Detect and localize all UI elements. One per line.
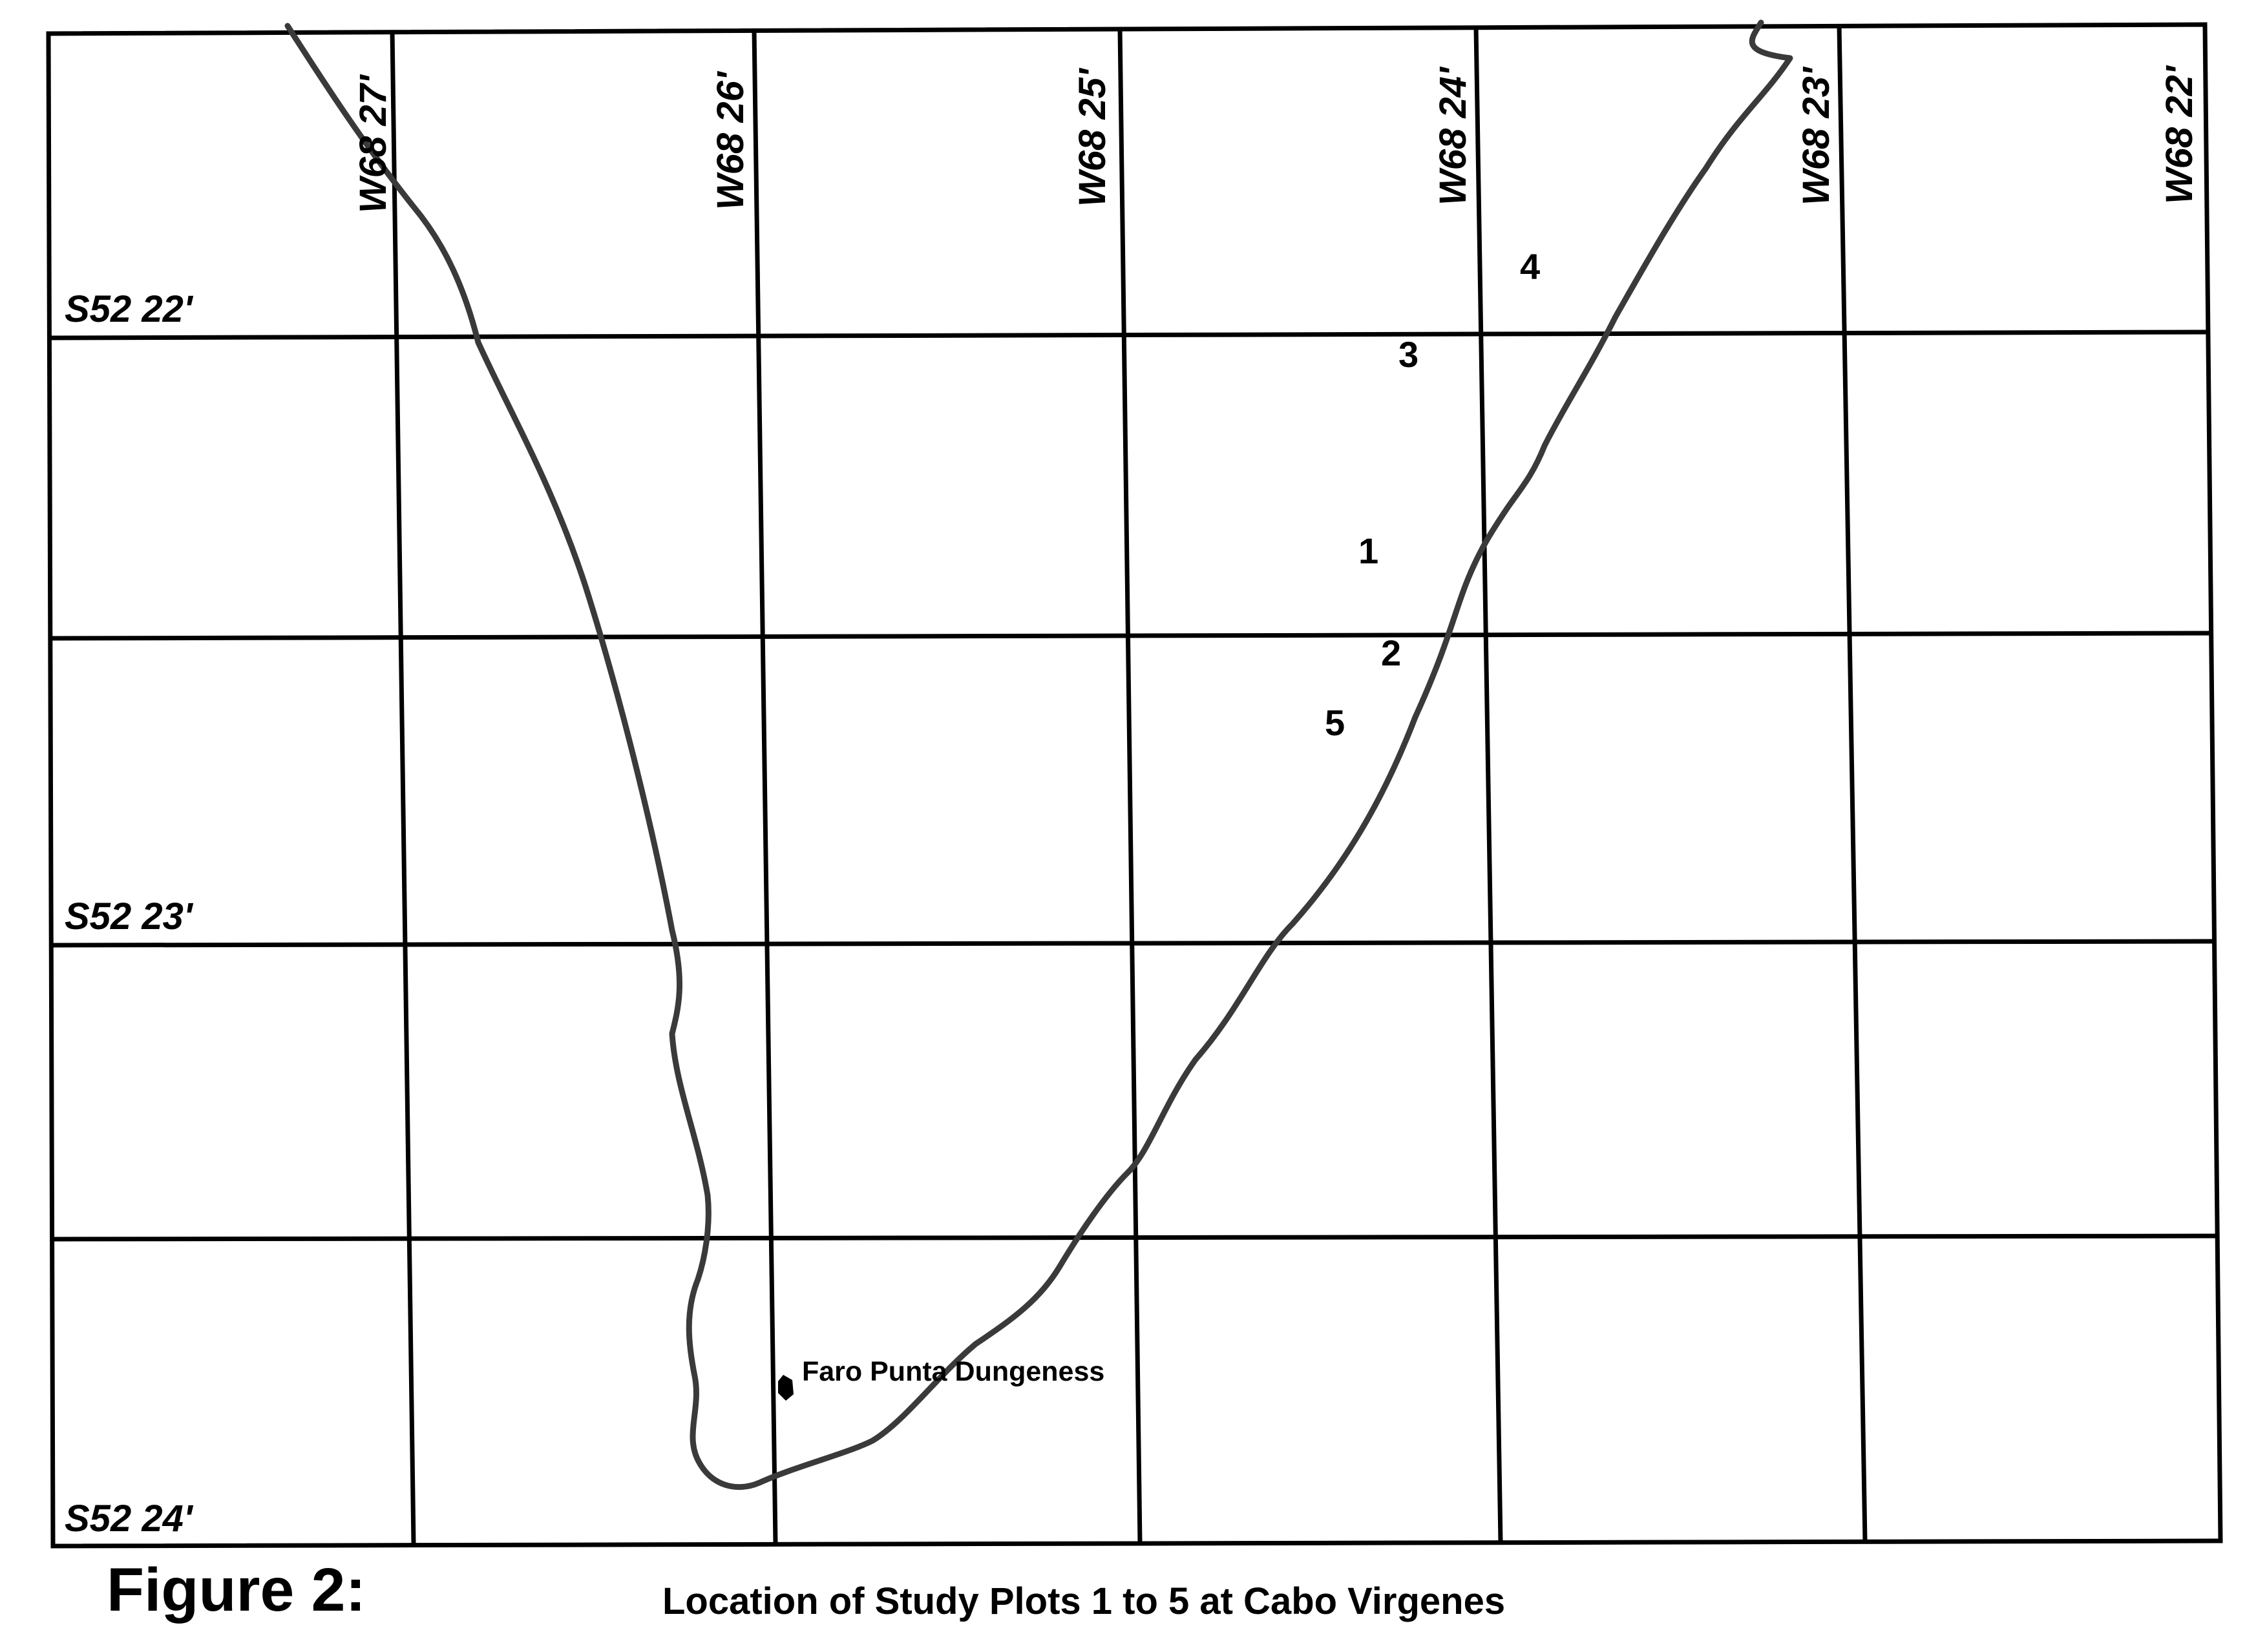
- coastline: [284, 19, 1793, 1490]
- grid-line-parallel: [50, 631, 2212, 641]
- latitude-label: S52 23': [65, 895, 194, 937]
- latitude-label: S52 22': [65, 288, 194, 330]
- longitude-label: W68 23': [1795, 66, 1837, 205]
- study-plot-3: 3: [1398, 334, 1418, 375]
- longitude-label: W68 26': [710, 70, 752, 210]
- study-plot-1: 1: [1358, 530, 1378, 571]
- study-plot-2: 2: [1381, 633, 1401, 673]
- grid-line-meridian: [752, 29, 778, 1544]
- latitude-label: S52 24': [65, 1498, 194, 1540]
- map-frame: [46, 22, 2223, 1549]
- grid-line-meridian: [1473, 26, 1503, 1543]
- lighthouse-marker-icon: [778, 1375, 794, 1401]
- landmark-label: Faro Punta Dungeness: [802, 1356, 1104, 1387]
- grid-line-parallel: [51, 939, 2215, 948]
- grid-line-parallel: [49, 329, 2209, 340]
- longitude-label: W68 22': [2158, 65, 2200, 204]
- grid-line-meridian: [390, 30, 416, 1545]
- longitude-label: W68 27': [352, 74, 394, 213]
- grid-line-meridian: [1117, 28, 1143, 1543]
- study-plot-5: 5: [1325, 702, 1345, 743]
- longitude-label: W68 25': [1071, 67, 1113, 207]
- figure-caption: Location of Study Plots 1 to 5 at Cabo V…: [662, 1580, 1505, 1622]
- longitude-label: W68 24': [1432, 66, 1474, 205]
- figure-label: Figure 2:: [107, 1556, 366, 1624]
- study-plot-4: 4: [1520, 246, 1540, 287]
- grid-line-parallel: [52, 1233, 2219, 1242]
- grid-line-meridian: [1837, 25, 1868, 1542]
